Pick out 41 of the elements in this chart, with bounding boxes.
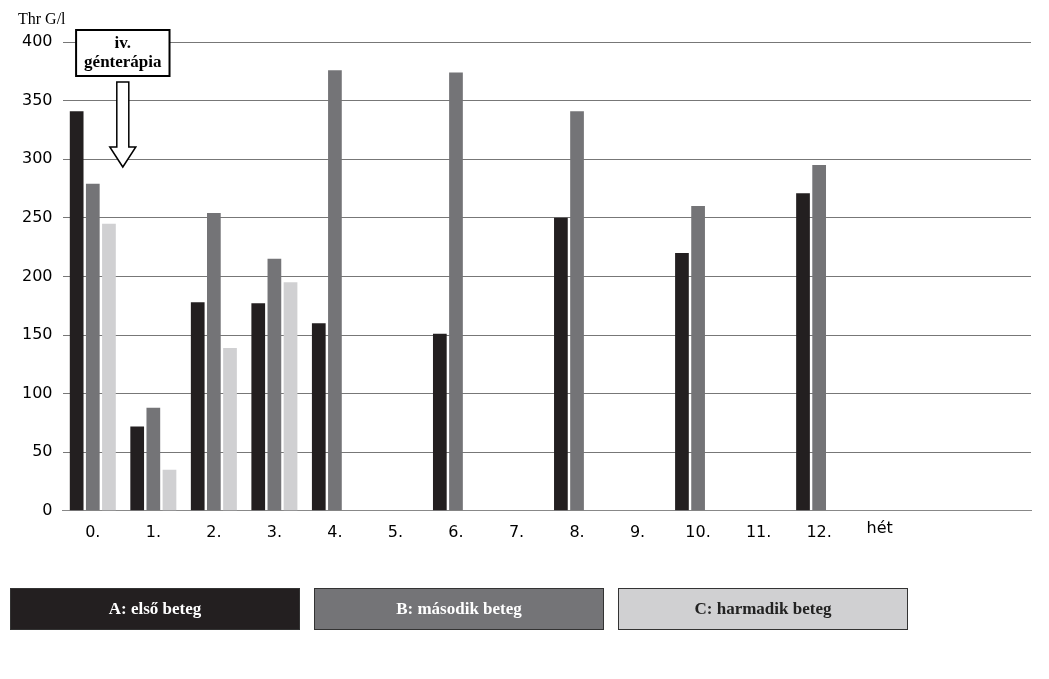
x-tick-label: 6. — [448, 521, 464, 541]
x-tick-label: 0. — [85, 521, 101, 541]
text: C: harmadik beteg — [618, 588, 908, 630]
y-axis-title: Thr G/l — [18, 10, 67, 28]
y-tick-label: 250 — [21, 206, 53, 226]
y-tick-label: 350 — [21, 89, 53, 109]
bar — [311, 323, 326, 511]
text: A: első beteg — [10, 588, 300, 630]
bar — [69, 111, 84, 511]
annotation: iv. génterápia — [84, 32, 163, 71]
y-tick-label: 150 — [21, 324, 53, 344]
bar — [162, 469, 177, 511]
x-tick-label: 11. — [745, 521, 772, 541]
bar — [554, 217, 568, 511]
text: B: második beteg — [314, 588, 604, 630]
y-tick-label: 300 — [21, 148, 53, 168]
bar — [675, 252, 689, 511]
y-tick-label: 100 — [21, 382, 53, 402]
bar — [251, 303, 266, 511]
bar — [190, 302, 205, 511]
bar — [432, 333, 447, 511]
x-tick-label: 7. — [508, 521, 525, 541]
x-tick-label: 1. — [145, 521, 161, 541]
bar — [130, 426, 145, 511]
y-tick-label: 200 — [21, 265, 53, 285]
x-tick-label: 5. — [387, 521, 404, 541]
x-tick-label: 4. — [327, 521, 343, 541]
y-tick-label: 0 — [42, 499, 53, 519]
x-tick-label: 9. — [629, 521, 646, 541]
x-tick-label: 10. — [685, 521, 711, 541]
x-axis-title: hét — [866, 517, 893, 537]
x-tick-label: 12. — [806, 521, 832, 541]
bar — [102, 223, 116, 511]
x-tick-label: 3. — [266, 521, 283, 541]
bar — [223, 347, 237, 511]
y-tick-label: 50 — [32, 441, 53, 461]
bar — [283, 282, 298, 511]
x-tick-label: 2. — [206, 521, 222, 541]
bar — [796, 193, 810, 511]
x-tick-label: 8. — [569, 521, 585, 541]
y-tick-label: 400 — [21, 31, 53, 51]
